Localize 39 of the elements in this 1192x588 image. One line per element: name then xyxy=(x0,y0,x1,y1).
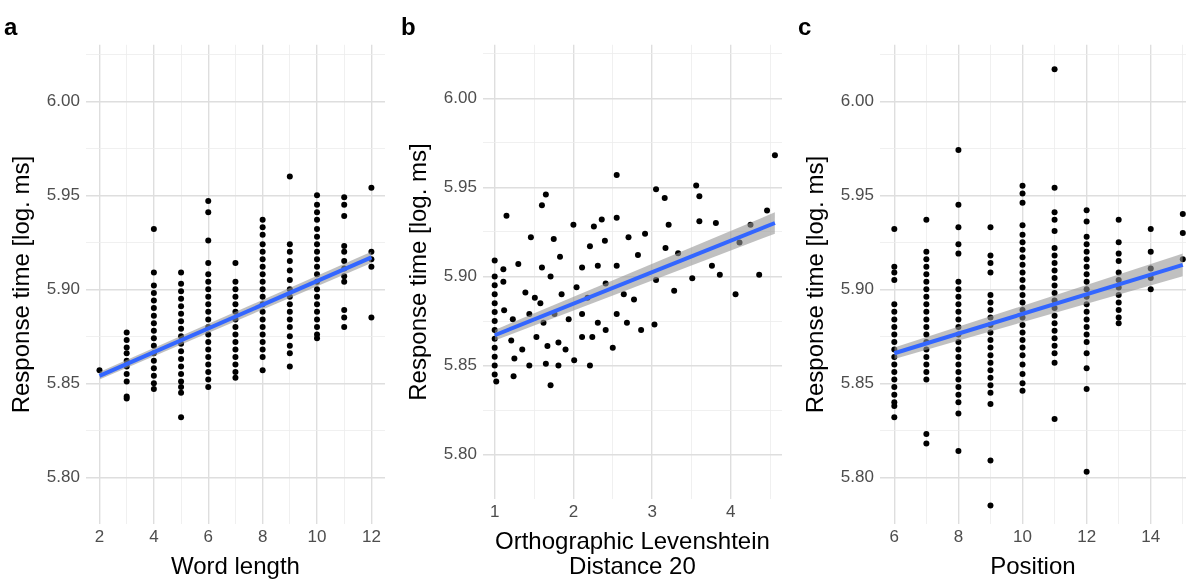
y-tick-label: 5.90 xyxy=(46,278,80,298)
y-tick-label: 5.85 xyxy=(443,355,477,375)
y-tick-label: 6.00 xyxy=(46,90,80,110)
x-tick-label: 4 xyxy=(726,502,736,522)
x-tick-label: 6 xyxy=(889,527,900,547)
x-tick-label: 2 xyxy=(94,527,105,547)
y-tick-label: 6.00 xyxy=(840,90,874,110)
x-tick-label: 1 xyxy=(489,502,500,522)
x-axis-title: Orthographic Levenshtein Distance 20 xyxy=(495,526,770,580)
y-tick-label: 6.00 xyxy=(443,87,477,107)
y-axis-title: Response time [log. ms] xyxy=(7,155,35,414)
x-tick-label: 2 xyxy=(568,502,579,522)
x-axis-title: Position xyxy=(990,552,1076,580)
y-tick-label: 5.90 xyxy=(840,278,874,298)
chart-title: b xyxy=(401,13,416,41)
y-axis-title: Response time [log. ms] xyxy=(404,143,432,401)
x-tick-label: 10 xyxy=(1013,527,1032,547)
y-tick-label: 5.95 xyxy=(840,184,874,204)
y-tick-label: 5.90 xyxy=(443,266,477,286)
x-tick-label: 6 xyxy=(203,527,213,547)
x-tick-label: 10 xyxy=(307,527,327,547)
y-tick-label: 5.95 xyxy=(443,177,477,197)
chart-title: c xyxy=(798,13,812,41)
x-tick-label: 8 xyxy=(953,527,964,547)
x-axis-title: Word length xyxy=(170,552,300,580)
y-tick-label: 5.80 xyxy=(46,467,80,487)
y-tick-label: 5.80 xyxy=(443,444,477,464)
x-tick-label: 4 xyxy=(149,527,159,547)
y-axis-title: Response time [log. ms] xyxy=(801,155,829,414)
x-tick-label: 12 xyxy=(361,527,381,547)
y-tick-label: 5.85 xyxy=(840,373,874,393)
x-tick-label: 8 xyxy=(257,527,268,547)
y-tick-label: 5.85 xyxy=(46,373,80,393)
y-tick-label: 5.80 xyxy=(840,467,874,487)
y-tick-label: 5.95 xyxy=(46,184,80,204)
x-tick-label: 3 xyxy=(647,502,657,522)
chart-title: a xyxy=(4,13,18,41)
x-tick-label: 14 xyxy=(1141,527,1161,547)
x-tick-label: 12 xyxy=(1077,527,1097,547)
